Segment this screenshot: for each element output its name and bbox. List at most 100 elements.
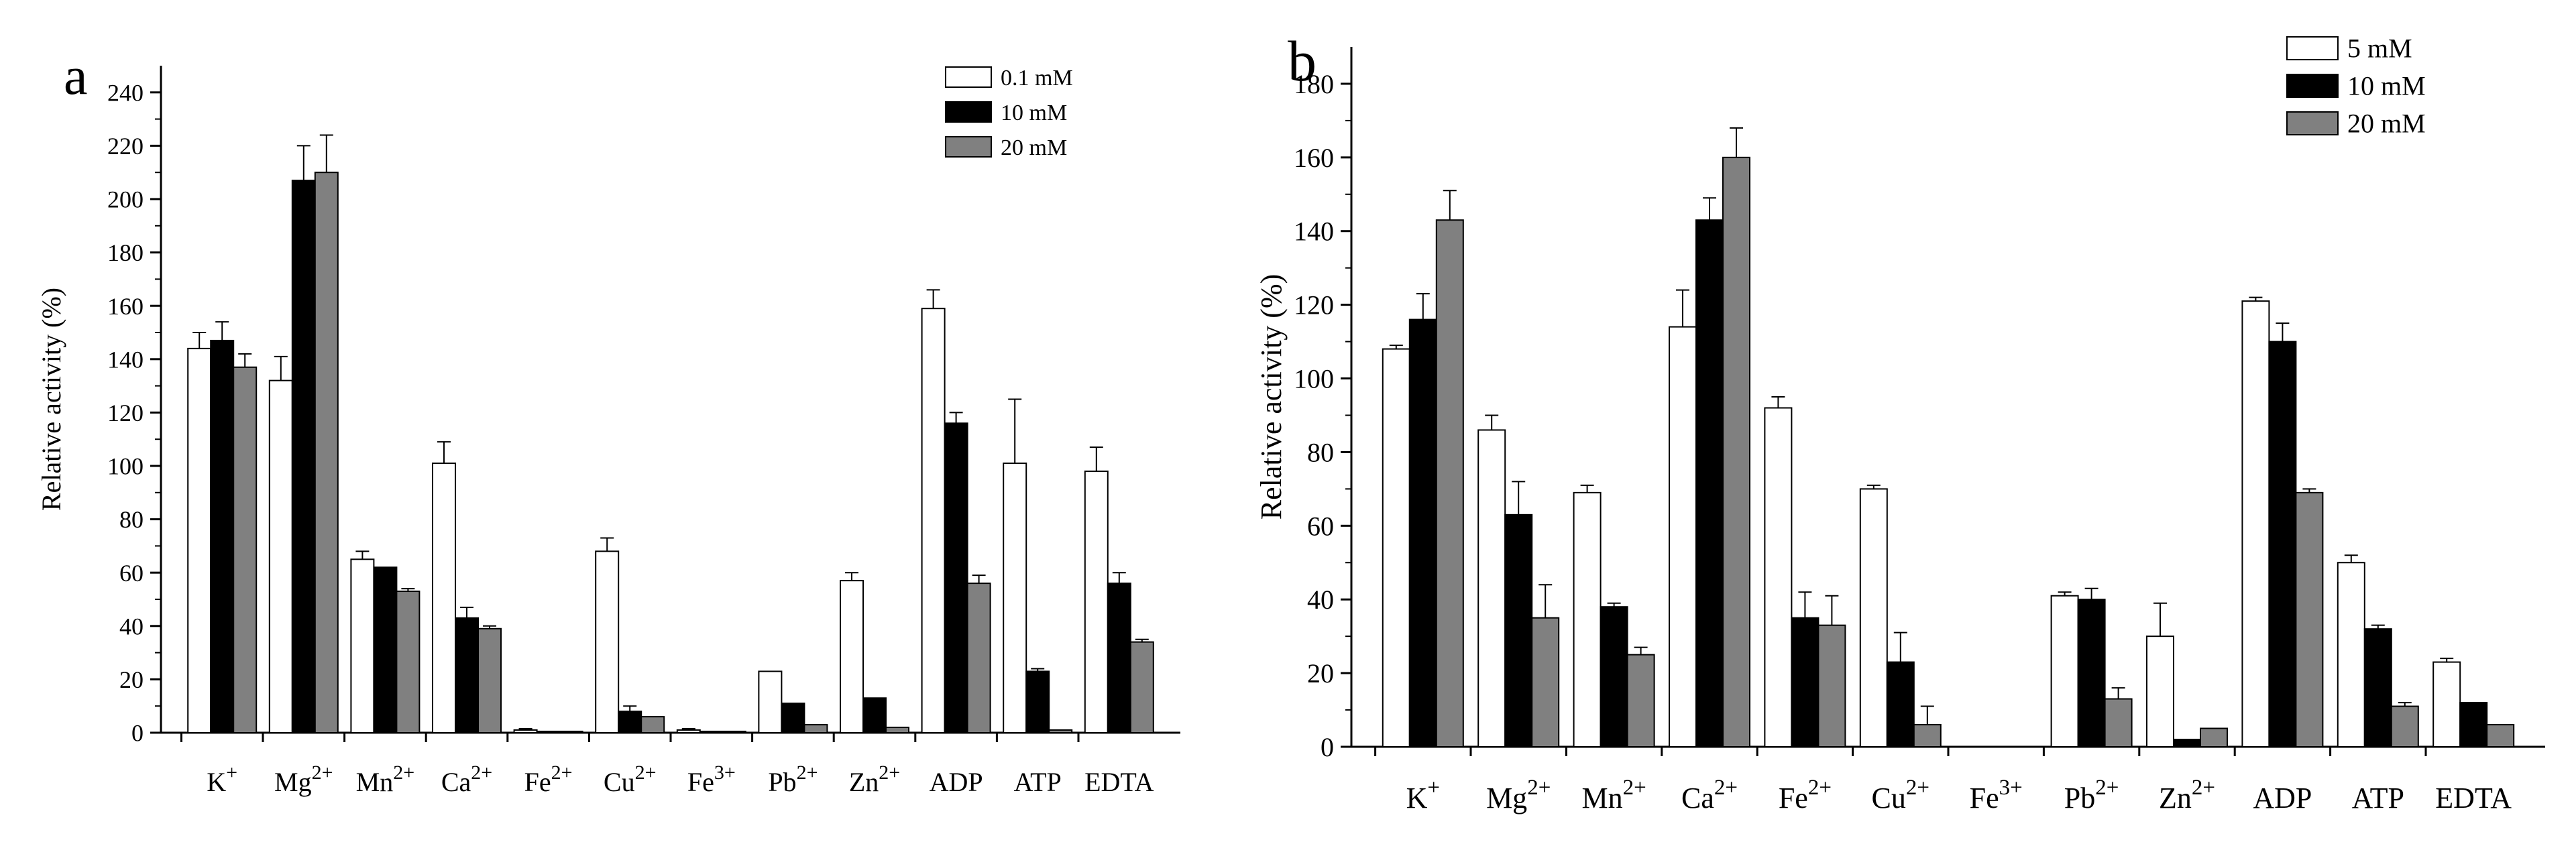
bar — [455, 617, 479, 733]
category-label: Mg2+ — [274, 762, 333, 797]
bar — [1531, 617, 1560, 747]
bar — [187, 347, 212, 733]
y-axis-label: Relative activity (%) — [1255, 274, 1288, 520]
category-label: Fe2+ — [524, 762, 573, 797]
bar — [233, 366, 258, 733]
y-tick-label: 140 — [1294, 217, 1334, 247]
category-label: Ca2+ — [441, 762, 492, 797]
bar — [268, 379, 293, 733]
bar — [350, 558, 375, 733]
bar — [559, 731, 583, 734]
bar — [2295, 491, 2324, 747]
category-label: Pb2+ — [2064, 776, 2119, 814]
bar — [2432, 661, 2461, 747]
y-tick-label: 20 — [1307, 658, 1334, 688]
y-tick-label: 80 — [119, 506, 144, 533]
legend-swatch — [945, 66, 992, 88]
bar — [1573, 491, 1602, 747]
category-label: Fe2+ — [1779, 776, 1832, 814]
category-label: Cu2+ — [604, 762, 657, 797]
bar — [885, 727, 909, 734]
category-label: Fe3+ — [687, 762, 736, 797]
bar — [966, 583, 991, 733]
bar — [432, 463, 456, 734]
bar — [840, 580, 864, 734]
panel-label: a — [64, 47, 88, 106]
y-tick-label: 0 — [131, 720, 144, 747]
bar — [513, 729, 538, 734]
bar — [1859, 488, 1888, 747]
category-label: ADP — [2253, 782, 2312, 814]
bar — [2337, 562, 2365, 748]
legend-label: 0.1 mM — [1001, 66, 1073, 90]
y-axis-label: Relative activity (%) — [36, 288, 66, 511]
legend-label: 5 mM — [2347, 34, 2412, 64]
bar — [1408, 318, 1437, 747]
bar — [699, 731, 724, 734]
bar — [1695, 219, 1724, 747]
category-label: ATP — [2352, 782, 2404, 814]
bar — [314, 172, 339, 733]
bar — [1003, 463, 1027, 734]
category-label: Cu2+ — [1872, 776, 1929, 814]
chart-panel-a: a 0 20 40 60 80 100 120 140 160 180 200 220 240 Relati… — [36, 47, 1180, 797]
legend-label: 20 mM — [2347, 109, 2426, 139]
y-tick-label: 120 — [107, 400, 144, 426]
bar — [595, 550, 620, 733]
bar — [944, 422, 968, 733]
y-tick-label: 220 — [107, 133, 144, 160]
y-tick-label: 180 — [107, 239, 144, 266]
category-label: Fe3+ — [1970, 776, 2023, 814]
bar — [640, 716, 665, 733]
bar — [1626, 654, 1655, 748]
y-tick-label: 240 — [107, 79, 144, 106]
panel-label: b — [1288, 29, 1317, 93]
bar — [1764, 407, 1793, 747]
category-label: Zn2+ — [2159, 776, 2215, 814]
bar — [676, 729, 701, 734]
legend-swatch — [945, 101, 992, 123]
bar — [2268, 341, 2297, 748]
category-label: ATP — [1014, 767, 1062, 797]
y-tick-label: 140 — [107, 346, 144, 373]
category-label: Mn2+ — [356, 762, 415, 797]
bar — [1669, 326, 1697, 748]
bar — [373, 566, 398, 733]
y-tick-label: 40 — [1307, 585, 1334, 615]
category-label: EDTA — [2435, 782, 2512, 814]
bar — [1025, 670, 1050, 734]
bar — [2200, 727, 2228, 748]
bar — [1600, 606, 1628, 748]
bar — [803, 724, 828, 734]
bar — [1817, 624, 1846, 748]
bar — [862, 697, 887, 734]
y-tick-label: 200 — [107, 186, 144, 213]
bar — [210, 339, 235, 733]
legend-swatch — [2286, 111, 2339, 135]
bar — [1129, 641, 1154, 733]
bar — [1107, 583, 1131, 733]
bar — [2390, 705, 2419, 747]
category-label: K+ — [1406, 776, 1440, 814]
bar — [1913, 724, 1942, 748]
bar — [758, 670, 783, 734]
bar — [1886, 661, 1915, 747]
category-label: Mg2+ — [1486, 776, 1551, 814]
legend-label: 10 mM — [2347, 71, 2426, 101]
y-tick-label: 180 — [1294, 69, 1334, 99]
category-label: K+ — [207, 762, 237, 797]
bar — [2363, 628, 2392, 747]
y-tick-label: 100 — [107, 453, 144, 480]
category-label: ADP — [930, 767, 983, 797]
bar — [781, 703, 805, 733]
y-tick-label: 0 — [1321, 732, 1334, 762]
bar — [1382, 348, 1410, 747]
bar — [2241, 300, 2270, 747]
category-label: Pb2+ — [768, 762, 818, 797]
bar — [618, 711, 642, 734]
bar — [2104, 698, 2133, 748]
bar — [396, 591, 421, 733]
y-tick-label: 20 — [119, 666, 144, 693]
legend-swatch — [2286, 36, 2339, 60]
